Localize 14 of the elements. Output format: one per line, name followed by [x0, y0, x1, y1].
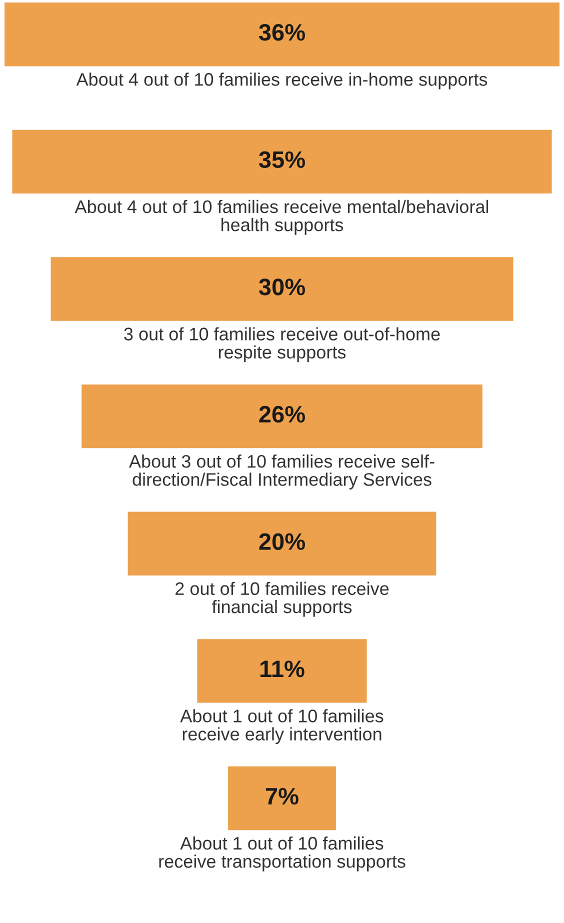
- text: 3 out of 10 families receive out-of-home respite supports: [124, 327, 440, 362]
- data-label: 11%: [260, 660, 304, 678]
- data-label: 20%: [259, 533, 306, 550]
- text: 2 out of 10 families receive financial supports: [176, 582, 389, 617]
- text: About 1 out of 10 families receive transportation supports: [159, 836, 406, 872]
- data-label: 7%: [266, 788, 298, 805]
- data-label: 26%: [259, 406, 306, 423]
- data-label: 35%: [258, 151, 306, 168]
- data-label: 36%: [258, 24, 306, 41]
- data-label: 30%: [258, 278, 306, 296]
- text: About 4 out of 10 families receive in-home supports: [76, 72, 488, 90]
- text: About 3 out of 10 families receive self- direction/Fiscal Intermediary Services: [129, 454, 434, 490]
- text: About 1 out of 10 families receive early intervention: [180, 709, 384, 744]
- text: About 4 out of 10 families receive mental/behavioral health supports: [74, 200, 488, 235]
